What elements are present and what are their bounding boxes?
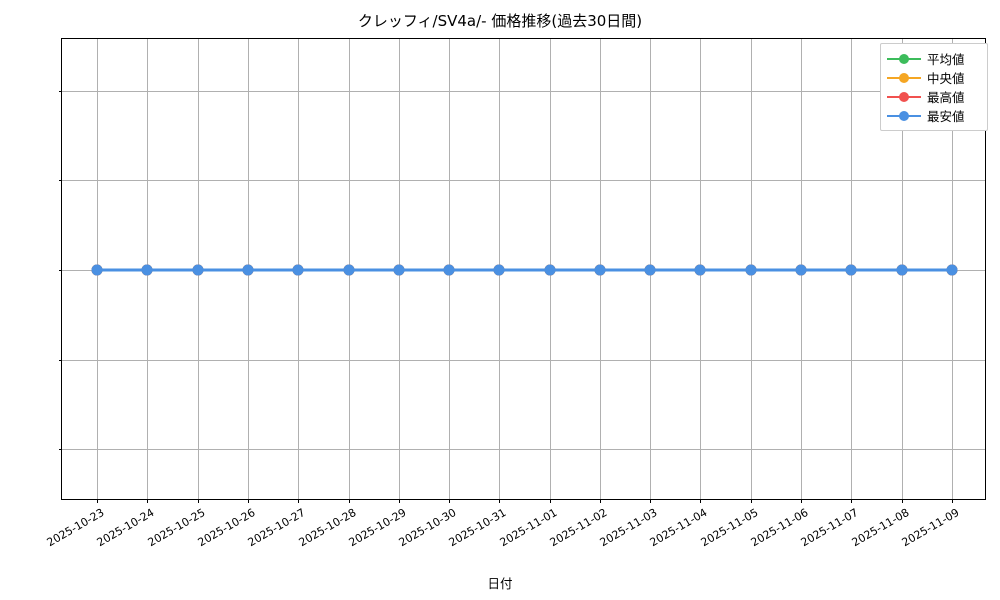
data-point-marker	[443, 264, 455, 276]
legend-label: 中央値	[927, 71, 965, 86]
data-point-marker	[745, 264, 757, 276]
chart-legend: 平均値中央値最高値最安値	[880, 43, 988, 131]
data-point-marker	[393, 264, 405, 276]
data-point-marker	[192, 264, 204, 276]
data-point-marker	[343, 264, 355, 276]
y-tick-mark	[58, 449, 62, 451]
series-segment	[650, 268, 701, 272]
x-tick-mark	[97, 499, 99, 503]
series-segment	[851, 268, 902, 272]
x-tick-mark	[901, 499, 903, 503]
data-point-marker	[544, 264, 556, 276]
x-tick-mark	[197, 499, 199, 503]
gridline-horizontal	[62, 180, 985, 182]
gridline-horizontal	[62, 449, 985, 451]
data-point-marker	[845, 264, 857, 276]
y-tick-mark	[58, 359, 62, 361]
y-tick-mark	[58, 180, 62, 182]
legend-label: 平均値	[927, 52, 965, 67]
data-point-marker	[292, 264, 304, 276]
x-tick-mark	[298, 499, 300, 503]
x-tick-mark	[398, 499, 400, 503]
data-point-marker	[594, 264, 606, 276]
gridline-horizontal	[62, 90, 985, 92]
data-point-marker	[694, 264, 706, 276]
legend-swatch-icon	[887, 91, 921, 103]
y-axis-label: 値 (円)	[0, 249, 2, 288]
data-point-marker	[946, 264, 958, 276]
x-tick-mark	[750, 499, 752, 503]
y-tick-mark	[58, 270, 62, 271]
data-point-marker	[896, 264, 908, 276]
series-segment	[449, 268, 500, 272]
x-axis-label: 日付	[487, 576, 513, 591]
legend-label: 最安値	[927, 109, 965, 124]
data-point-marker	[644, 264, 656, 276]
data-point-marker	[795, 264, 807, 276]
gridline-horizontal	[62, 359, 985, 361]
data-point-marker	[141, 264, 153, 276]
legend-label: 最高値	[927, 90, 965, 105]
series-最安値	[62, 39, 985, 499]
data-point-marker	[493, 264, 505, 276]
legend-swatch-icon	[887, 110, 921, 122]
x-tick-mark	[700, 499, 702, 503]
series-segment	[298, 268, 349, 272]
series-segment	[147, 268, 198, 272]
x-tick-mark	[599, 499, 601, 503]
x-tick-mark	[800, 499, 802, 503]
series-segment	[398, 268, 450, 272]
x-tick-mark	[650, 499, 652, 503]
legend-item-最安値[interactable]: 最安値	[887, 106, 981, 125]
series-segment	[750, 268, 801, 272]
series-segment	[700, 268, 751, 272]
x-tick-mark	[449, 499, 451, 503]
series-segment	[549, 268, 600, 272]
series-segment	[348, 268, 399, 272]
plot-area	[58, 38, 986, 503]
data-point-marker	[242, 264, 254, 276]
legend-swatch-icon	[887, 53, 921, 65]
y-tick-mark	[58, 90, 62, 92]
x-tick-mark	[147, 499, 149, 503]
series-segment	[97, 268, 148, 272]
legend-item-最高値[interactable]: 最高値	[887, 87, 981, 106]
x-tick-mark	[851, 499, 853, 503]
chart-title: クレッフィ/SV4a/- 価格推移(過去30日間)	[357, 12, 643, 30]
legend-item-平均値[interactable]: 平均値	[887, 49, 981, 68]
legend-item-中央値[interactable]: 中央値	[887, 68, 981, 87]
x-tick-mark	[499, 499, 501, 503]
x-tick-mark	[248, 499, 249, 503]
series-segment	[197, 268, 248, 272]
series-segment	[800, 268, 852, 272]
series-segment	[248, 268, 299, 272]
data-point-marker	[91, 264, 103, 276]
x-tick-mark	[951, 499, 953, 503]
series-segment	[901, 268, 952, 272]
series-segment	[599, 268, 651, 272]
series-segment	[499, 268, 550, 272]
x-tick-mark	[549, 499, 551, 503]
x-tick-mark	[348, 499, 350, 503]
legend-swatch-icon	[887, 72, 921, 84]
